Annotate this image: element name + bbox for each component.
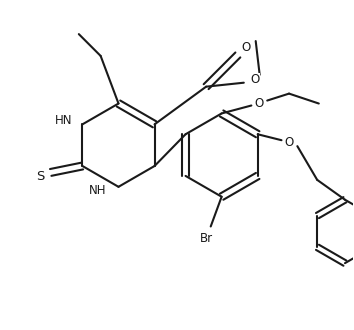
Text: O: O [285,136,294,149]
Text: HN: HN [55,114,73,127]
Text: O: O [255,97,264,110]
Text: Br: Br [200,232,213,245]
Text: O: O [241,41,250,53]
Text: O: O [250,73,259,86]
Text: NH: NH [89,184,107,197]
Text: S: S [36,170,45,183]
